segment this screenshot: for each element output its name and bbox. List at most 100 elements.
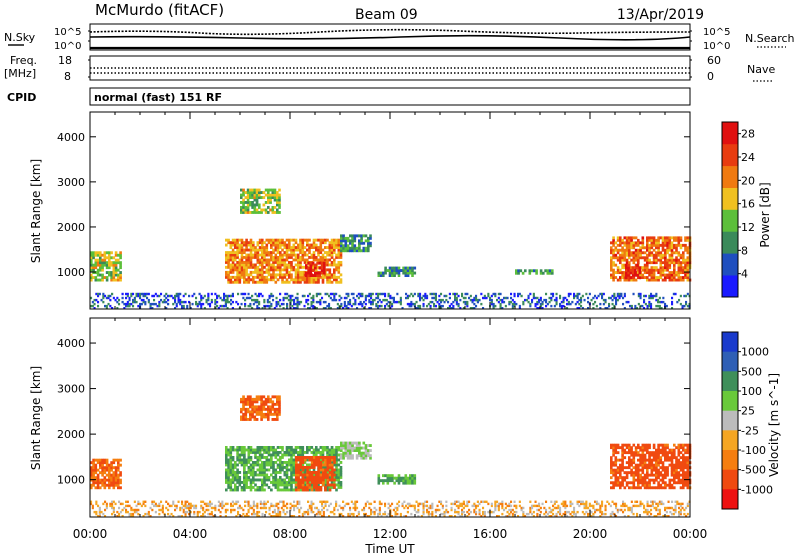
- heatmap-cell: [677, 451, 681, 455]
- heatmap-cell: [319, 238, 323, 242]
- heatmap-cell: [294, 275, 298, 279]
- heatmap-cell: [652, 451, 656, 455]
- heatmap-cell: [367, 244, 370, 248]
- heatmap-cell: [252, 451, 255, 454]
- heatmap-cell: [247, 278, 251, 282]
- heatmap-cell: [648, 451, 651, 455]
- heatmap-cell: [263, 483, 266, 487]
- heatmap-cell: [337, 446, 341, 449]
- heatmap-cell: [664, 483, 667, 487]
- heatmap-cell: [261, 278, 264, 282]
- heatmap-cell: [639, 458, 642, 462]
- heatmap-cell: [278, 395, 281, 399]
- heatmap-cell: [330, 263, 334, 267]
- heatmap-cell: [298, 300, 301, 304]
- heatmap-cell: [613, 296, 616, 300]
- heatmap-cell: [342, 500, 345, 503]
- heatmap-cell: [297, 473, 300, 477]
- heatmap-cell: [108, 483, 111, 487]
- heatmap-cell: [331, 292, 334, 296]
- heatmap-cell: [337, 251, 341, 254]
- heatmap-cell: [119, 458, 122, 462]
- heatmap-cell: [321, 502, 324, 506]
- heatmap-cell: [415, 300, 418, 304]
- heatmap-cell: [650, 468, 654, 472]
- heatmap-cell: [275, 296, 278, 300]
- heatmap-cell: [273, 412, 277, 416]
- heatmap-cell: [513, 292, 516, 296]
- heatmap-cell: [186, 307, 189, 310]
- heatmap-cell: [652, 278, 656, 282]
- heatmap-cell: [219, 510, 222, 514]
- heatmap-cell: [276, 265, 280, 269]
- heatmap-cell: [342, 446, 345, 450]
- heatmap-cell: [328, 515, 331, 518]
- heatmap-cell: [668, 256, 672, 260]
- heatmap-cell: [653, 294, 656, 298]
- heatmap-cell: [433, 292, 436, 296]
- heatmap-cell: [242, 407, 245, 411]
- heatmap-cell: [452, 292, 455, 296]
- heatmap-cell: [621, 443, 624, 447]
- heatmap-cell: [379, 274, 383, 277]
- heatmap-cell: [283, 473, 287, 477]
- heatmap-cell: [382, 474, 385, 478]
- heatmap-cell: [231, 448, 235, 452]
- heatmap-cell: [291, 294, 294, 298]
- heatmap-cell: [195, 504, 198, 508]
- heatmap-cell: [310, 256, 314, 259]
- heatmap-cell: [245, 253, 248, 257]
- heatmap-cell: [184, 510, 187, 514]
- heatmap-cell: [317, 478, 321, 482]
- heatmap-cell: [652, 268, 656, 272]
- heatmap-cell: [255, 211, 259, 214]
- heatmap-cell: [238, 461, 242, 464]
- heatmap-cell: [252, 481, 255, 484]
- heatmap-cell: [619, 468, 622, 472]
- heatmap-cell: [175, 302, 178, 306]
- heatmap-cell: [641, 471, 645, 475]
- heatmap-cell: [253, 208, 257, 212]
- heatmap-cell: [641, 443, 645, 447]
- heatmap-cell: [285, 258, 289, 262]
- heatmap-cell: [328, 268, 332, 272]
- heatmap-cell: [518, 307, 521, 310]
- heatmap-cell: [614, 443, 618, 447]
- heatmap-cell: [230, 510, 233, 514]
- heatmap-cell: [260, 395, 263, 399]
- heatmap-cell: [318, 271, 322, 275]
- heatmap-cell: [378, 510, 381, 514]
- heatmap-cell: [434, 296, 437, 300]
- heatmap-cell: [677, 253, 681, 257]
- heatmap-cell: [288, 458, 291, 462]
- heatmap-cell: [324, 468, 327, 472]
- heatmap-cell: [293, 300, 296, 304]
- heatmap-cell: [112, 268, 116, 272]
- heatmap-cell: [377, 296, 380, 300]
- heatmap-cell: [682, 276, 685, 279]
- heatmap-cell: [322, 476, 325, 479]
- heatmap-cell: [349, 298, 352, 302]
- heatmap-cell: [263, 446, 266, 449]
- heatmap-cell: [630, 236, 633, 240]
- heatmap-cell: [684, 448, 687, 452]
- heatmap-cell: [682, 456, 685, 460]
- heatmap-cell: [652, 256, 656, 260]
- heatmap-cell: [404, 476, 408, 480]
- heatmap-cell: [243, 273, 246, 277]
- heatmap-cell: [637, 243, 640, 247]
- heatmap-cell: [646, 248, 649, 252]
- heatmap-cell: [146, 296, 149, 300]
- heatmap-cell: [343, 504, 346, 508]
- heatmap-cell: [244, 211, 248, 214]
- heatmap-cell: [279, 292, 282, 296]
- heatmap-cell: [655, 458, 658, 462]
- heatmap-cell: [95, 298, 98, 302]
- heatmap-cell: [313, 456, 316, 459]
- heatmap-cell: [396, 508, 399, 512]
- heatmap-cell: [265, 270, 269, 274]
- heatmap-cell: [610, 256, 613, 260]
- heatmap-cell: [655, 276, 658, 279]
- heatmap-cell: [227, 253, 230, 257]
- heatmap-cell: [655, 476, 658, 480]
